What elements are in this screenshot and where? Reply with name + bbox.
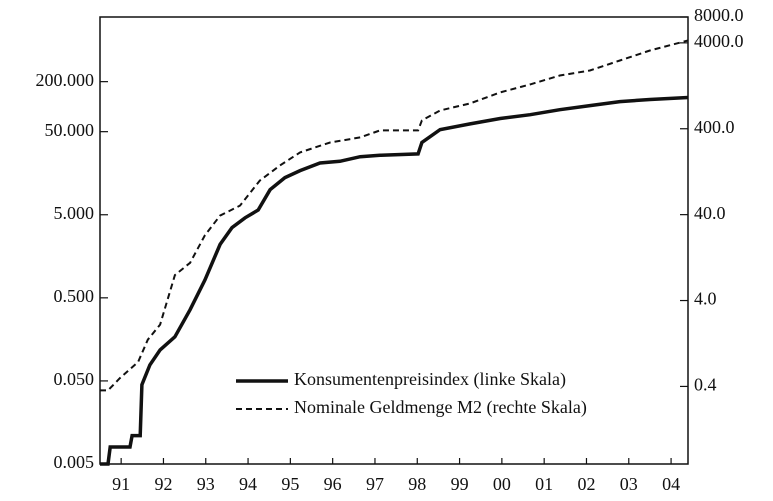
x-tick-label: 97: [366, 474, 384, 494]
series-line: [100, 95, 689, 466]
x-tick-label: 04: [662, 474, 680, 494]
x-tick-label: 00: [493, 474, 511, 494]
x-tick-label: 96: [324, 474, 342, 494]
legend-label: Konsumentenpreisindex (linke Skala): [294, 369, 566, 390]
x-tick-label: 98: [408, 474, 426, 494]
y-tick-label: 0.500: [54, 286, 95, 306]
plot-frame: [99, 16, 689, 465]
x-tick-label: 99: [451, 474, 469, 494]
series-line: [100, 39, 689, 392]
y-tick-label: 0.050: [54, 369, 95, 389]
y-tick-label: 50.000: [45, 120, 95, 140]
x-tick-label: 03: [620, 474, 638, 494]
x-tick-label: 01: [535, 474, 553, 494]
y2-tick-label: 40.0: [694, 203, 726, 223]
x-tick-label: 91: [112, 474, 130, 494]
x-tick-label: 93: [197, 474, 215, 494]
y2-tick-label: 400.0: [694, 117, 735, 137]
y2-tick-label: 0.4: [694, 375, 717, 395]
x-tick-label: 94: [239, 474, 257, 494]
y-tick-label: 0.005: [54, 452, 95, 472]
y-tick-label: 5.000: [54, 203, 95, 223]
x-tick-label: 92: [154, 474, 172, 494]
x-tick-label: 95: [281, 474, 299, 494]
y2-tick-label: 8000.0: [694, 5, 744, 25]
legend-label: Nominale Geldmenge M2 (rechte Skala): [294, 397, 587, 418]
y-tick-label: 200.000: [36, 70, 95, 90]
y2-tick-label: 4000.0: [694, 31, 744, 51]
x-tick-label: 02: [577, 474, 595, 494]
y2-tick-label: 4.0: [694, 289, 717, 309]
